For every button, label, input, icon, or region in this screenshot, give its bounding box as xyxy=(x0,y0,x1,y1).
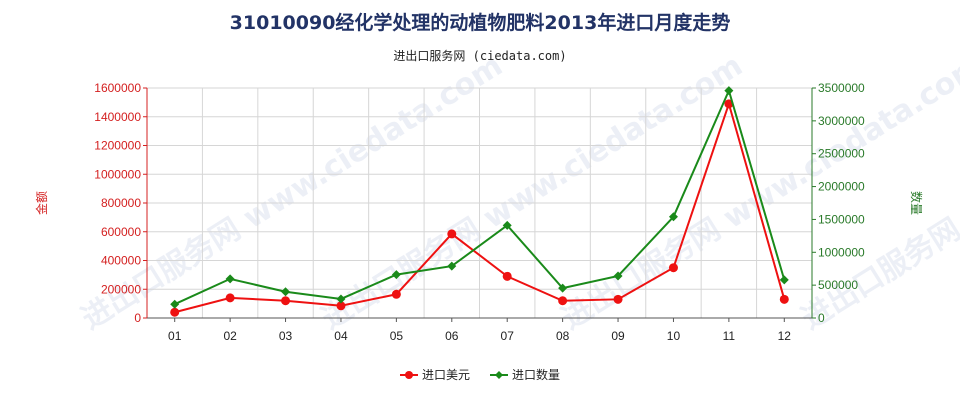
data-point xyxy=(779,275,789,285)
data-point xyxy=(281,287,291,297)
data-point xyxy=(281,296,291,306)
data-point xyxy=(502,271,512,281)
data-point xyxy=(170,307,180,317)
data-point xyxy=(225,274,235,284)
series-2 xyxy=(170,86,789,309)
data-point xyxy=(391,270,401,280)
data-point xyxy=(336,301,346,311)
data-point xyxy=(447,229,457,239)
y-tick-label-left: 200000 xyxy=(101,282,141,296)
data-point xyxy=(668,263,678,273)
ticks: 0 200000 400000 600000 800000 1000000 1200000 1… xyxy=(94,81,865,343)
y-tick-label-left: 400000 xyxy=(101,254,141,268)
series xyxy=(170,86,789,317)
data-point xyxy=(391,289,401,299)
y-tick-label-left: 0 xyxy=(134,311,141,325)
data-point xyxy=(724,86,734,96)
chart-subtitle: 进出口服务网 (ciedata.com) xyxy=(393,48,566,63)
x-tick-label: 07 xyxy=(501,329,515,343)
legend-marker xyxy=(495,371,503,379)
chart-title: 31010090经化学处理的动植物肥料2013年进口月度走势 xyxy=(230,11,731,34)
x-tick-label: 11 xyxy=(723,329,736,343)
y-tick-label-right: 0 xyxy=(818,311,825,325)
x-tick-label: 12 xyxy=(778,329,792,343)
y-tick-label-left: 1000000 xyxy=(94,167,141,181)
y-tick-label-right: 3500000 xyxy=(818,81,865,95)
x-tick-label: 04 xyxy=(334,329,348,343)
data-point xyxy=(336,294,346,304)
x-tick-label: 02 xyxy=(223,329,237,343)
x-tick-label: 06 xyxy=(445,329,459,343)
y-tick-label-left: 800000 xyxy=(101,196,141,210)
data-point xyxy=(558,283,568,293)
x-tick-label: 09 xyxy=(611,329,625,343)
legend-label: 进口数量 xyxy=(512,367,560,382)
y-tick-label-right: 3000000 xyxy=(818,114,865,128)
data-point xyxy=(668,212,678,222)
x-tick-label: 08 xyxy=(556,329,570,343)
y-tick-label-right: 500000 xyxy=(818,278,858,292)
y-tick-label-left: 1400000 xyxy=(94,110,141,124)
series-line xyxy=(174,87,786,306)
series-line xyxy=(174,100,786,314)
legend-item: 进口美元 xyxy=(400,368,470,382)
data-point xyxy=(613,294,623,304)
y-tick-label-right: 2500000 xyxy=(818,147,865,161)
data-point xyxy=(447,261,457,271)
y-tick-label-right: 2000000 xyxy=(818,180,865,194)
legend: 进口美元 进口数量 xyxy=(400,367,560,382)
y-axis-title-right: 数量 xyxy=(909,191,924,215)
data-point xyxy=(170,299,180,309)
legend-marker xyxy=(405,371,413,379)
y-tick-label-left: 600000 xyxy=(101,225,141,239)
data-point xyxy=(225,293,235,303)
y-tick-label-right: 1500000 xyxy=(818,212,865,226)
data-point xyxy=(502,220,512,230)
y-axis-title-left: 金额 xyxy=(34,191,49,215)
data-point xyxy=(558,296,568,306)
x-tick-label: 10 xyxy=(667,329,681,343)
x-tick-label: 01 xyxy=(168,329,182,343)
x-tick-label: 05 xyxy=(390,329,404,343)
y-tick-label-left: 1600000 xyxy=(94,81,141,95)
x-tick-label: 03 xyxy=(279,329,293,343)
legend-item: 进口数量 xyxy=(490,367,560,382)
y-tick-label-left: 1200000 xyxy=(94,139,141,153)
data-point xyxy=(613,271,623,281)
y-tick-label-right: 1000000 xyxy=(818,245,865,259)
legend-label: 进口美元 xyxy=(422,368,470,382)
data-point xyxy=(779,294,789,304)
